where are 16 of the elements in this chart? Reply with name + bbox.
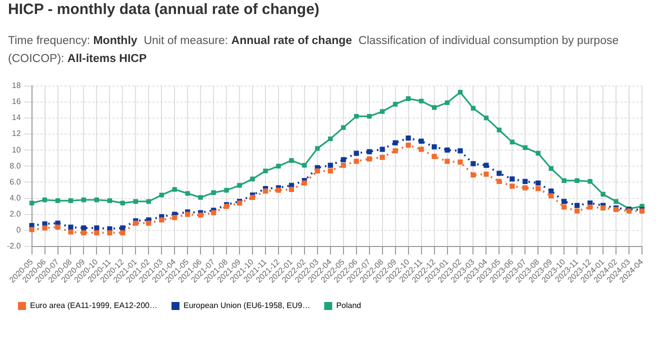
y-tick-label: 12 (12, 129, 22, 138)
y-tick-label: 10 (12, 145, 22, 154)
legend-label: Poland (336, 301, 362, 310)
y-tick-label: 0 (16, 226, 22, 235)
y-tick-label: 16 (12, 97, 22, 106)
text: Time frequency: Monthly Unit of measure: Annual rate of change Classification of individual consumption by purpose (COICOP): All-items HICP (8, 35, 619, 65)
chart-title: HICP - monthly data (annual rate of change) (8, 1, 320, 18)
y-tick-label: 18 (12, 81, 22, 90)
y-tick-label: 8.0 (10, 161, 22, 170)
legend-label: European Union (EU6-1958, EU9… (183, 301, 310, 310)
legend-label: Euro area (EA11-1999, EA12-200… (30, 301, 158, 310)
y-tick-label: 6.0 (10, 177, 22, 186)
y-tick-label: 4.0 (10, 193, 22, 202)
y-tick-label: 14 (12, 113, 22, 122)
y-tick-label: 2.0 (10, 210, 22, 219)
y-tick-label: -2.0 (6, 242, 22, 251)
